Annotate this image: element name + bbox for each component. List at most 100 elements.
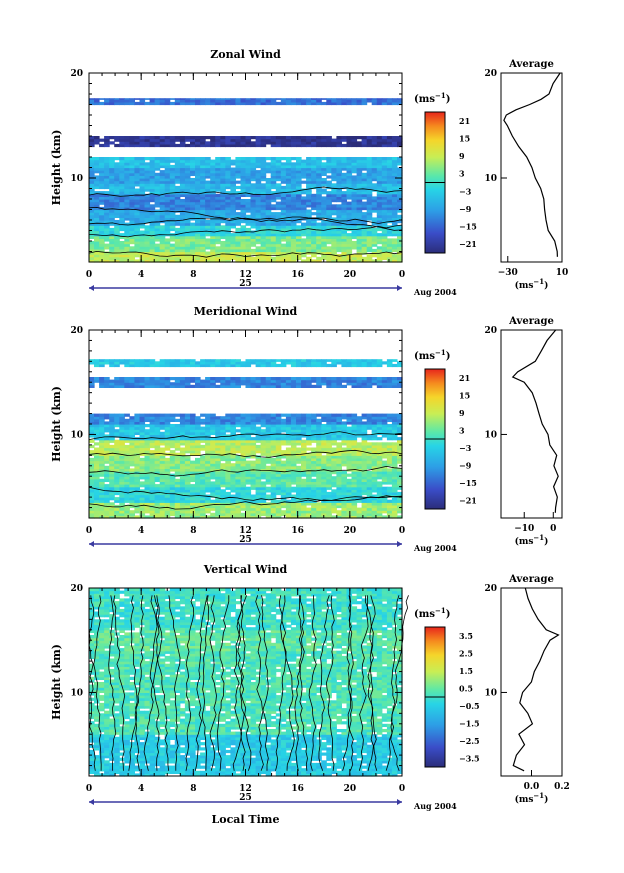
heatmap-cell (391, 185, 398, 190)
heatmap-cell (366, 183, 373, 187)
heatmap-cell (230, 188, 236, 192)
heatmap-cell (351, 494, 358, 498)
heatmap-cell (154, 101, 161, 106)
heatmap-cell (280, 504, 287, 509)
heatmap-cell (331, 175, 337, 179)
heatmap-cell (376, 476, 383, 480)
heatmap-cell (255, 494, 262, 498)
heatmap-cell (290, 143, 297, 148)
heatmap-cell (230, 484, 236, 488)
heatmap-cell (366, 191, 373, 195)
heatmap-cell (149, 222, 156, 226)
heatmap-cell (381, 235, 388, 239)
heatmap-cell (331, 504, 337, 509)
heatmap-cell (235, 172, 241, 176)
heatmap-cell (397, 471, 403, 475)
heatmap-cell (119, 439, 125, 443)
heatmap-cell (190, 256, 196, 260)
heatmap-cell (104, 424, 110, 428)
heatmap-cell (351, 212, 358, 216)
heatmap-cell (285, 434, 292, 438)
heatmap-cell (124, 259, 130, 263)
heatmap-cell (225, 220, 231, 224)
heatmap-cell (184, 201, 191, 205)
heatmap-cell (371, 478, 378, 482)
heatmap-cell (89, 209, 95, 213)
heatmap-cell (109, 164, 115, 169)
heatmap-cell (99, 235, 105, 239)
heatmap-cell (311, 434, 317, 438)
heatmap-cell (381, 225, 388, 229)
heatmap-cell (301, 230, 307, 234)
heatmap-cell (89, 164, 95, 169)
heatmap-cell (200, 99, 206, 103)
heatmap-cell (265, 489, 272, 493)
heatmap-cell (230, 429, 236, 433)
heatmap-cell (240, 502, 247, 506)
heatmap-cell (139, 201, 146, 205)
heatmap-cell (336, 486, 342, 490)
heatmap-cell (195, 167, 201, 171)
heatmap-cell (321, 491, 327, 496)
heatmap-cell (296, 175, 302, 179)
heatmap-cell (316, 439, 322, 443)
heatmap-cell (99, 167, 105, 171)
heatmap-cell (149, 241, 156, 245)
heatmap-cell (240, 199, 247, 203)
heatmap-cell (397, 442, 403, 446)
heatmap-cell (296, 238, 302, 242)
heatmap-cell (296, 481, 302, 485)
heatmap-cell (326, 212, 332, 216)
heatmap-cell (336, 444, 342, 449)
heatmap-cell (285, 515, 292, 519)
heatmap-cell (260, 491, 267, 496)
heatmap-cell (215, 463, 221, 467)
heatmap-cell (225, 494, 231, 498)
heatmap-cell (240, 164, 247, 169)
heatmap-cell (184, 497, 191, 501)
heatmap-cell (159, 434, 166, 438)
heatmap-cell (260, 254, 267, 258)
heatmap-cell (306, 212, 312, 216)
heatmap-cell (316, 183, 322, 187)
heatmap-cell (381, 486, 388, 490)
heatmap-cell (391, 463, 398, 467)
heatmap-cell (336, 243, 342, 247)
heatmap-cell (139, 157, 146, 161)
heatmap-cell (94, 222, 100, 226)
heatmap-cell (159, 180, 166, 184)
profile-unit: (ms−1) (515, 277, 549, 291)
heatmap-cell (104, 251, 110, 255)
heatmap-cell (179, 162, 186, 166)
heatmap-cell (139, 507, 146, 511)
heatmap-cell (336, 170, 342, 174)
heatmap-cell (321, 138, 327, 142)
heatmap-cell (179, 143, 186, 148)
heatmap-cell (351, 502, 358, 506)
heatmap-cell (326, 429, 332, 433)
heatmap-cell (311, 259, 317, 263)
heatmap-cell (220, 434, 226, 438)
heatmap-cell (184, 238, 191, 242)
heatmap-cell (386, 136, 393, 140)
heatmap-cell (174, 199, 181, 203)
heatmap-cell (195, 494, 201, 498)
heatmap-cell (99, 199, 105, 203)
heatmap-cell (235, 201, 241, 205)
heatmap-cell (326, 99, 332, 103)
heatmap-cell (179, 180, 186, 184)
heatmap-cell (336, 457, 342, 462)
heatmap-cell (275, 447, 282, 451)
heatmap-cell (114, 183, 120, 187)
heatmap-cell (230, 457, 236, 462)
heatmap-cell (230, 473, 236, 477)
heatmap-cell (174, 429, 181, 433)
heatmap-cell (109, 254, 115, 258)
heatmap-cell (341, 193, 347, 197)
heatmap-cell (169, 510, 176, 514)
heatmap-cell (99, 227, 105, 232)
heatmap-cell (306, 159, 312, 163)
heatmap-cell (179, 515, 186, 519)
heatmap-cell (336, 452, 342, 456)
heatmap-cell (119, 421, 125, 425)
